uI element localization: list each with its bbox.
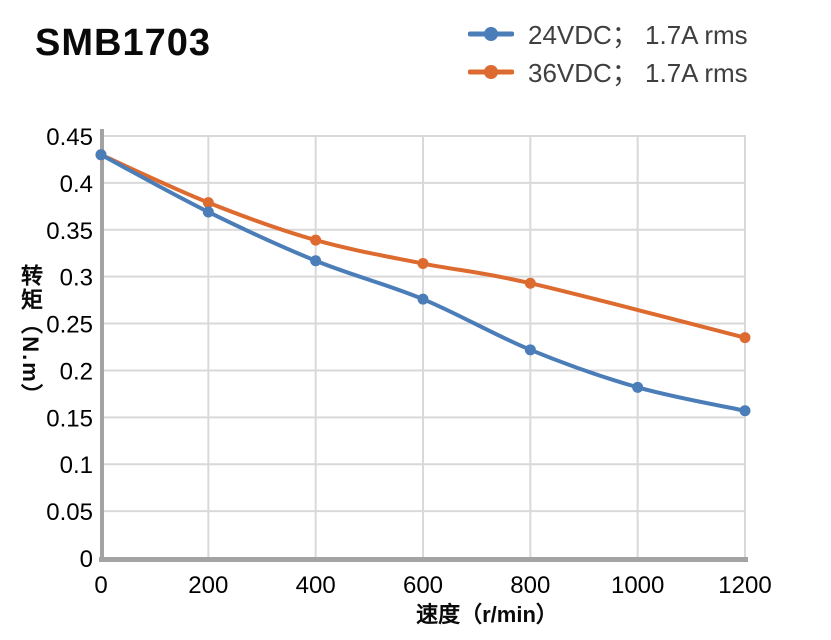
data-point-24vdc [739, 405, 751, 417]
data-point-36vdc [310, 234, 322, 246]
chart-title: SMB1703 [35, 22, 211, 64]
y-tick-label: 0.3 [60, 265, 93, 292]
y-axis-title: 转矩（N.m） [18, 264, 43, 408]
y-tick-label: 0.4 [60, 171, 93, 198]
legend-item-36vdc: 36VDC； 1.7A rms [468, 54, 748, 89]
y-tick-label: 0.2 [60, 358, 93, 385]
series-line-36vdc [99, 152, 747, 340]
data-point-36vdc [524, 277, 536, 289]
y-tick-label: 0.1 [60, 452, 93, 479]
y-tick-label: 0 [80, 546, 93, 573]
data-point-24vdc [417, 293, 429, 305]
y-tick-label: 0.45 [46, 124, 93, 151]
y-tick-label: 0.25 [46, 312, 93, 339]
x-tick-label: 400 [296, 572, 336, 599]
data-point-24vdc [202, 206, 214, 218]
data-point-24vdc [95, 149, 107, 161]
legend: 24VDC； 1.7A rms 36VDC； 1.7A rms [468, 16, 748, 89]
x-tick-label: 1200 [718, 572, 771, 599]
legend-label-24vdc: 24VDC； 1.7A rms [528, 20, 748, 50]
y-tick-label: 0.15 [46, 405, 93, 432]
data-point-24vdc [524, 344, 536, 356]
data-point-36vdc [202, 197, 214, 209]
x-tick-label: 600 [403, 572, 443, 599]
data-point-36vdc [417, 258, 429, 270]
x-tick-label: 200 [188, 572, 228, 599]
data-point-36vdc [739, 332, 751, 344]
x-tick-label: 800 [510, 572, 550, 599]
x-axis-title: 速度（r/min） [416, 602, 558, 627]
legend-label-36vdc: 36VDC； 1.7A rms [528, 58, 748, 88]
data-point-24vdc [310, 255, 322, 267]
data-point-24vdc [632, 381, 644, 393]
x-tick-label: 0 [94, 572, 107, 599]
y-tick-label: 0.05 [46, 499, 93, 526]
legend-item-24vdc: 24VDC； 1.7A rms [468, 16, 748, 51]
x-tick-label: 1000 [611, 572, 664, 599]
legend-marker-36vdc-icon [468, 64, 514, 79]
legend-marker-24vdc-icon [468, 26, 514, 41]
y-tick-label: 0.35 [46, 218, 93, 245]
